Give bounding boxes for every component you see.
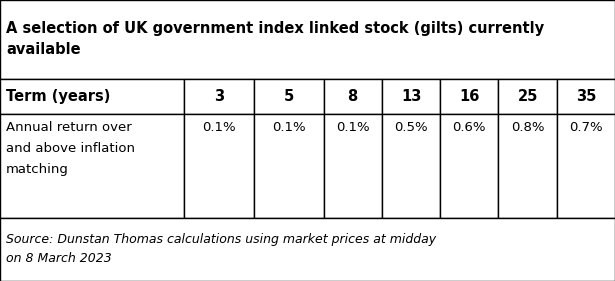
Text: 25: 25 <box>517 89 538 104</box>
Text: 13: 13 <box>401 89 421 104</box>
Bar <box>254 79 323 114</box>
Text: 0.1%: 0.1% <box>336 121 370 134</box>
Bar <box>498 114 557 218</box>
Bar <box>440 114 498 218</box>
Bar <box>498 79 557 114</box>
Text: 0.7%: 0.7% <box>569 121 603 134</box>
Text: Annual return over
and above inflation
matching: Annual return over and above inflation m… <box>6 121 135 176</box>
Bar <box>184 114 254 218</box>
Bar <box>184 79 254 114</box>
Bar <box>557 114 615 218</box>
Bar <box>0 218 615 281</box>
Bar <box>557 79 615 114</box>
Bar <box>0 0 615 79</box>
Text: 0.1%: 0.1% <box>272 121 306 134</box>
Bar <box>440 79 498 114</box>
Text: 8: 8 <box>347 89 358 104</box>
Text: 0.6%: 0.6% <box>453 121 486 134</box>
Text: Term (years): Term (years) <box>6 89 111 104</box>
Text: 0.1%: 0.1% <box>202 121 236 134</box>
Text: 3: 3 <box>214 89 224 104</box>
Text: 5: 5 <box>284 89 294 104</box>
Text: 35: 35 <box>576 89 596 104</box>
Text: 0.8%: 0.8% <box>511 121 544 134</box>
Bar <box>323 114 382 218</box>
Text: 0.5%: 0.5% <box>394 121 428 134</box>
Bar <box>0 79 184 114</box>
Text: Source: Dunstan Thomas calculations using market prices at midday
on 8 March 202: Source: Dunstan Thomas calculations usin… <box>6 233 436 265</box>
Bar <box>254 114 323 218</box>
Text: A selection of UK government index linked stock (gilts) currently
available: A selection of UK government index linke… <box>6 21 544 57</box>
Bar <box>382 114 440 218</box>
Bar <box>323 79 382 114</box>
Bar <box>0 114 184 218</box>
Bar <box>382 79 440 114</box>
Text: 16: 16 <box>459 89 480 104</box>
